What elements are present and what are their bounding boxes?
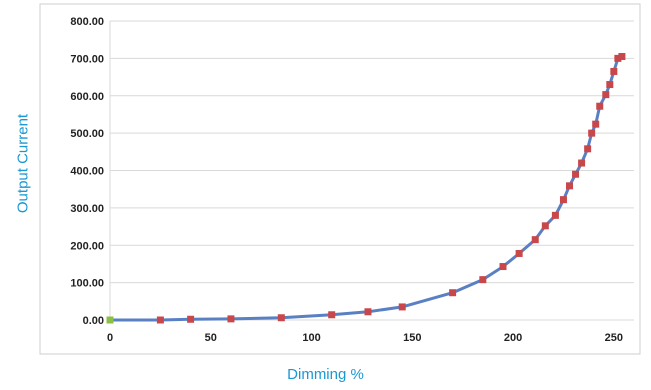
data-point	[618, 53, 626, 61]
data-point	[572, 170, 580, 178]
data-point	[566, 182, 574, 190]
data-point	[551, 211, 559, 219]
grid-lines	[109, 20, 634, 321]
data-point	[592, 120, 600, 128]
y-tick-labels: 0.00 100.00 200.00 300.00 400.00 500.00 600.00…	[70, 16, 104, 327]
data-point	[515, 249, 523, 257]
data-point	[328, 311, 336, 319]
data-point	[187, 315, 195, 323]
x-tick-label: 150	[403, 332, 421, 344]
x-tick-label: 50	[205, 332, 217, 344]
y-tick-label: 300.00	[70, 203, 104, 215]
x-tick-label: 250	[605, 332, 623, 344]
data-point	[531, 236, 539, 244]
x-tick-label: 200	[504, 332, 522, 344]
x-tick-label: 0	[107, 332, 113, 344]
y-tick-label: 600.00	[70, 91, 104, 103]
data-point	[277, 314, 285, 322]
series-line	[110, 55, 623, 322]
data-point	[610, 67, 618, 75]
y-tick-label: 200.00	[70, 240, 104, 252]
y-tick-label: 800.00	[70, 16, 104, 28]
data-point	[614, 54, 622, 62]
x-tick-labels: 0 50 100 150 200 250	[107, 332, 623, 344]
data-point	[499, 263, 507, 271]
data-point	[588, 129, 596, 137]
y-tick-label: 0.00	[83, 315, 104, 327]
data-point	[156, 316, 164, 324]
data-point	[602, 91, 610, 99]
data-point	[606, 81, 614, 89]
y-tick-label: 700.00	[70, 53, 104, 65]
data-point	[596, 102, 604, 110]
series-layer	[106, 53, 626, 324]
data-point	[449, 289, 457, 297]
data-point	[479, 276, 487, 284]
data-point	[364, 308, 372, 316]
y-tick-label: 500.00	[70, 128, 104, 140]
x-axis-title: Dimming %	[287, 366, 364, 383]
x-tick-label: 100	[302, 332, 320, 344]
y-axis-title: Output Current	[14, 113, 32, 214]
data-point	[559, 196, 567, 204]
y-tick-label: 100.00	[70, 278, 104, 290]
data-point	[398, 303, 406, 311]
data-point	[541, 222, 549, 230]
data-point	[106, 316, 114, 324]
data-point	[578, 159, 586, 167]
data-point	[227, 315, 235, 323]
chart-frame	[39, 3, 641, 355]
data-point	[584, 145, 592, 153]
y-tick-label: 400.00	[70, 166, 104, 178]
